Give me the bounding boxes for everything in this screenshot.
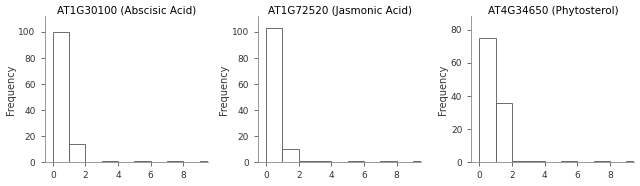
Bar [529,161,545,162]
Y-axis label: Frequency: Frequency [6,64,15,115]
Bar [102,161,118,162]
Bar [561,161,577,162]
Bar [348,161,364,162]
Bar [52,32,69,162]
Y-axis label: Frequency: Frequency [219,64,229,115]
Bar [299,161,315,162]
Bar [266,28,282,162]
Bar [479,38,496,162]
Bar [496,103,512,162]
Bar [380,161,397,162]
Bar [594,161,610,162]
Bar [315,161,332,162]
Bar [512,161,529,162]
Bar [627,161,640,162]
Bar [200,161,216,162]
Title: AT1G30100 (Abscisic Acid): AT1G30100 (Abscisic Acid) [56,6,196,16]
Title: AT4G34650 (Phytosterol): AT4G34650 (Phytosterol) [488,6,618,16]
Bar [134,161,150,162]
Bar [69,144,85,162]
Bar [282,149,299,162]
Bar [167,161,183,162]
Bar [413,161,429,162]
Title: AT1G72520 (Jasmonic Acid): AT1G72520 (Jasmonic Acid) [268,6,412,16]
Y-axis label: Frequency: Frequency [438,64,448,115]
